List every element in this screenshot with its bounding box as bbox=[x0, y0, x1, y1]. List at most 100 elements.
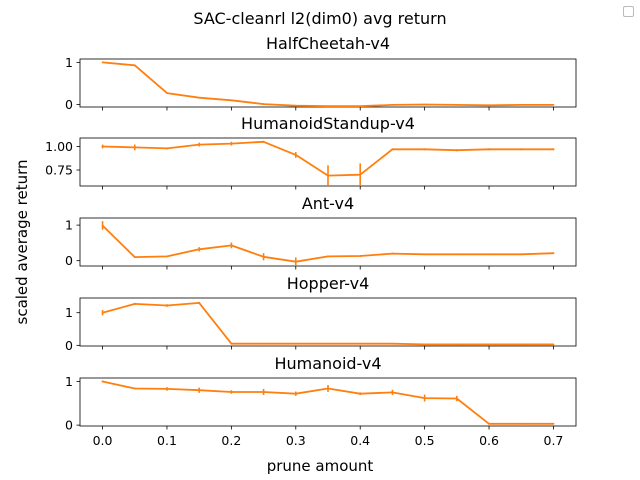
data-point bbox=[327, 105, 329, 108]
data-point bbox=[166, 304, 168, 307]
data-point bbox=[133, 146, 136, 149]
data-point bbox=[552, 252, 555, 255]
data-point bbox=[520, 253, 523, 256]
series-line bbox=[102, 301, 554, 346]
data-point bbox=[198, 301, 201, 304]
data-point bbox=[520, 343, 523, 346]
data-point bbox=[455, 397, 458, 400]
y-tick-label: 1 bbox=[65, 55, 73, 70]
y-tick-label: 1.00 bbox=[45, 139, 73, 154]
data-point bbox=[488, 148, 490, 151]
data-point bbox=[327, 387, 329, 390]
y-tick-label: 0 bbox=[65, 338, 73, 353]
data-point bbox=[359, 173, 362, 176]
data-point bbox=[488, 253, 490, 256]
data-point bbox=[552, 103, 555, 106]
figure-title: SAC-cleanrl l2(dim0) avg return bbox=[193, 9, 446, 28]
data-point bbox=[198, 96, 201, 99]
data-point bbox=[359, 105, 362, 108]
data-point bbox=[423, 103, 426, 106]
data-point bbox=[423, 253, 426, 256]
data-point bbox=[294, 342, 297, 345]
data-point bbox=[455, 253, 458, 256]
data-point bbox=[262, 103, 265, 105]
data-point bbox=[520, 422, 523, 425]
subplot-title: HalfCheetah-v4 bbox=[266, 34, 390, 53]
x-tick-label: 0.7 bbox=[544, 433, 564, 448]
subplot-1: HalfCheetah-v4 0 1 bbox=[65, 34, 577, 112]
data-point bbox=[294, 260, 297, 263]
y-axis-label: scaled average return bbox=[13, 160, 31, 325]
data-point bbox=[101, 224, 104, 227]
data-point bbox=[488, 104, 490, 107]
y-tick-label: 1 bbox=[65, 218, 73, 233]
data-point bbox=[520, 148, 523, 151]
data-point bbox=[198, 248, 201, 251]
data-point bbox=[166, 147, 168, 150]
data-point bbox=[391, 391, 394, 394]
x-tick-label: 0.0 bbox=[93, 433, 113, 448]
data-point bbox=[166, 388, 168, 390]
y-tick-label: 1 bbox=[65, 305, 73, 320]
data-point bbox=[455, 343, 458, 346]
x-tick-label: 0.1 bbox=[157, 433, 177, 448]
subplot-2: HumanoidStandup-v4 0.75 1.00 bbox=[45, 114, 577, 190]
data-point bbox=[101, 380, 104, 383]
data-point bbox=[133, 387, 136, 390]
data-point bbox=[359, 255, 362, 257]
data-point bbox=[423, 397, 426, 399]
data-point bbox=[101, 311, 104, 314]
data-point bbox=[133, 256, 136, 259]
x-tick-label: 0.2 bbox=[221, 433, 241, 448]
data-point bbox=[327, 342, 329, 345]
data-point bbox=[262, 391, 265, 393]
data-point bbox=[230, 342, 233, 345]
subplot-title: Hopper-v4 bbox=[287, 274, 370, 293]
data-point bbox=[198, 389, 201, 392]
data-point bbox=[166, 92, 168, 95]
data-point bbox=[294, 154, 297, 156]
data-point bbox=[455, 103, 458, 106]
data-point bbox=[488, 343, 490, 346]
data-point bbox=[294, 392, 297, 395]
y-tick-label: 0 bbox=[65, 418, 73, 433]
data-point bbox=[359, 392, 362, 395]
data-point bbox=[230, 391, 233, 393]
data-point bbox=[262, 140, 265, 143]
data-point bbox=[230, 244, 233, 247]
data-point bbox=[391, 252, 394, 255]
data-point bbox=[455, 149, 458, 152]
data-point bbox=[262, 342, 265, 345]
x-tick-label: 0.5 bbox=[415, 433, 435, 448]
data-point bbox=[423, 343, 426, 346]
data-point bbox=[101, 61, 104, 64]
subplot-4: Hopper-v4 0 1 bbox=[65, 274, 577, 353]
x-axis-label: prune amount bbox=[267, 457, 374, 475]
subplot-3: Ant-v4 0 1 bbox=[65, 194, 577, 270]
plot-frame bbox=[79, 377, 577, 427]
data-point bbox=[359, 342, 362, 345]
data-point bbox=[391, 342, 394, 345]
data-point bbox=[198, 143, 201, 146]
x-tick-label: 0.3 bbox=[286, 433, 306, 448]
data-point bbox=[294, 104, 297, 107]
data-point bbox=[423, 148, 426, 151]
data-point bbox=[520, 103, 523, 106]
data-point bbox=[101, 145, 104, 148]
data-point bbox=[166, 255, 168, 258]
data-point bbox=[133, 64, 136, 67]
data-point bbox=[262, 255, 265, 258]
y-tick-label: 0.75 bbox=[45, 163, 73, 178]
series-line bbox=[102, 61, 554, 108]
data-point bbox=[391, 103, 394, 106]
data-point bbox=[552, 343, 555, 346]
plot-frame bbox=[79, 217, 577, 267]
data-point bbox=[552, 422, 555, 425]
subplot-title: Humanoid-v4 bbox=[274, 354, 381, 373]
data-point bbox=[133, 302, 136, 305]
legend-checkbox[interactable] bbox=[623, 6, 634, 17]
data-point bbox=[488, 422, 490, 425]
y-tick-label: 1 bbox=[65, 374, 73, 389]
data-point bbox=[327, 255, 329, 258]
